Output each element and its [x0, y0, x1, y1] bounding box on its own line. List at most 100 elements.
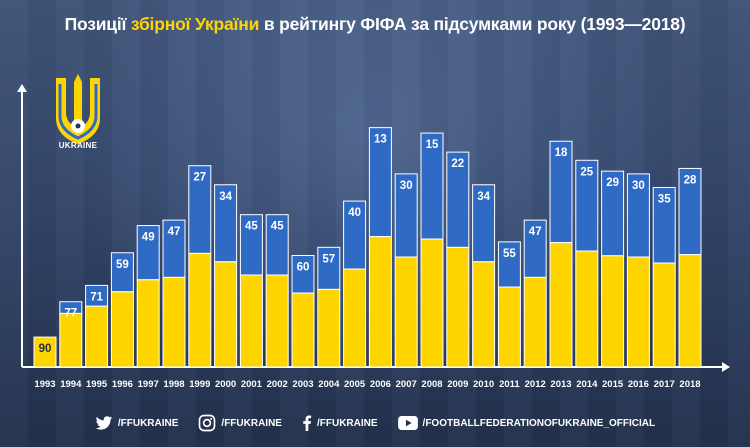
- bar-yellow-2018: [678, 254, 702, 368]
- bar-yellow-2005: [343, 268, 367, 368]
- data-label-1997: 49: [142, 232, 155, 244]
- data-label-2007: 30: [400, 180, 413, 192]
- x-tick-2009: 2009: [447, 379, 468, 390]
- data-label-2000: 34: [219, 191, 232, 203]
- x-tick-2001: 2001: [241, 379, 263, 390]
- data-label-1998: 47: [168, 226, 181, 238]
- twitter-icon: [95, 415, 113, 430]
- bar-yellow-2009: [446, 246, 470, 368]
- facebook-icon: [303, 415, 312, 431]
- x-tick-2011: 2011: [499, 379, 520, 390]
- bar-yellow-2007: [394, 256, 418, 368]
- page-title: Позиції збірної України в рейтингу ФІФА …: [0, 14, 750, 35]
- bar-yellow-2004: [317, 288, 341, 368]
- bar-yellow-2006: [368, 236, 392, 368]
- x-tick-1995: 1995: [86, 379, 108, 390]
- x-tick-2014: 2014: [576, 379, 598, 390]
- x-tick-1997: 1997: [138, 379, 159, 390]
- twitter-handle: /FFUKRAINE: [117, 417, 179, 429]
- x-tick-2006: 2006: [370, 379, 391, 390]
- data-label-2010: 34: [477, 191, 490, 203]
- bar-yellow-1994: [59, 312, 83, 368]
- title-highlight: збірної України: [130, 14, 260, 34]
- x-tick-2004: 2004: [318, 379, 340, 390]
- instagram-icon: [199, 414, 216, 432]
- data-label-2006: 13: [374, 134, 387, 146]
- x-tick-2017: 2017: [654, 379, 675, 390]
- x-tick-2015: 2015: [602, 379, 624, 390]
- bar-yellow-2016: [626, 256, 650, 368]
- title-prefix: Позиції: [64, 14, 127, 34]
- social-facebook[interactable]: /FFUKRAINE: [302, 415, 378, 431]
- data-label-2012: 47: [529, 226, 542, 238]
- data-label-2017: 35: [658, 193, 671, 205]
- x-tick-1993: 1993: [34, 379, 55, 390]
- x-tick-2016: 2016: [628, 379, 649, 390]
- x-tick-1998: 1998: [163, 379, 184, 390]
- social-footer: /FFUKRAINE /FFUKRAINE /FFUKRAINE /FOOTBA…: [0, 410, 750, 436]
- data-label-2013: 18: [555, 147, 568, 159]
- logo-text: UKRAINE: [58, 141, 98, 150]
- x-tick-1996: 1996: [112, 379, 133, 390]
- x-tick-2013: 2013: [550, 379, 571, 390]
- bar-yellow-2015: [601, 255, 625, 368]
- data-label-1995: 71: [90, 291, 103, 303]
- x-tick-2002: 2002: [267, 379, 288, 390]
- x-tick-1999: 1999: [189, 379, 210, 390]
- bar-yellow-1995: [85, 305, 109, 368]
- bar-yellow-2012: [523, 276, 547, 368]
- x-axis-arrow: [722, 362, 730, 372]
- data-label-2015: 29: [606, 177, 619, 189]
- social-youtube[interactable]: /FOOTBALLFEDERATIONOFUKRAINE_OFFICIAL: [397, 416, 656, 430]
- bar-yellow-2002: [265, 274, 289, 368]
- data-label-2003: 60: [297, 261, 310, 273]
- bar-yellow-2017: [652, 262, 676, 368]
- data-label-2008: 15: [426, 139, 439, 151]
- bar-yellow-2001: [239, 274, 263, 368]
- y-axis-arrow: [17, 84, 27, 92]
- x-tick-2018: 2018: [679, 379, 700, 390]
- x-tick-2012: 2012: [525, 379, 546, 390]
- social-instagram[interactable]: /FFUKRAINE: [198, 414, 282, 432]
- bar-yellow-2010: [472, 261, 496, 368]
- facebook-handle: /FFUKRAINE: [316, 417, 378, 429]
- bar-yellow-1996: [110, 291, 134, 368]
- data-label-2009: 22: [451, 158, 464, 170]
- bar-yellow-2013: [549, 242, 573, 368]
- data-label-1999: 27: [193, 172, 206, 184]
- bar-yellow-2011: [497, 286, 521, 368]
- instagram-handle: /FFUKRAINE: [221, 417, 282, 429]
- data-label-2004: 57: [322, 253, 335, 265]
- bar-yellow-1998: [162, 276, 186, 368]
- bar-yellow-1993: [33, 336, 57, 368]
- bar-yellow-2000: [214, 261, 238, 368]
- youtube-icon: [397, 416, 418, 430]
- ukraine-trident-icon: [56, 74, 100, 144]
- x-tick-2007: 2007: [396, 379, 417, 390]
- data-label-2002: 45: [271, 221, 284, 233]
- bar-yellow-2008: [420, 238, 444, 368]
- bar-yellow-2003: [291, 292, 315, 368]
- x-tick-2000: 2000: [215, 379, 236, 390]
- x-tick-2008: 2008: [421, 379, 442, 390]
- bar-yellow-1999: [188, 252, 212, 368]
- x-tick-1994: 1994: [60, 379, 82, 390]
- title-suffix: в рейтингу ФІФА за підсумками року (1993…: [263, 14, 686, 34]
- youtube-handle: /FOOTBALLFEDERATIONOFUKRAINE_OFFICIAL: [422, 417, 656, 429]
- social-twitter[interactable]: /FFUKRAINE: [95, 415, 179, 431]
- data-label-1996: 59: [116, 259, 129, 271]
- x-tick-2010: 2010: [473, 379, 494, 390]
- data-label-2001: 45: [245, 221, 258, 233]
- bar-yellow-1997: [136, 279, 160, 368]
- x-tick-2005: 2005: [344, 379, 366, 390]
- data-label-1994: 77: [64, 308, 77, 320]
- data-label-2014: 25: [580, 166, 593, 178]
- data-label-2011: 55: [503, 248, 516, 260]
- data-label-2018: 28: [684, 174, 697, 186]
- data-label-2016: 30: [632, 180, 645, 192]
- data-label-2005: 40: [348, 207, 361, 219]
- data-label-1993: 90: [39, 343, 52, 355]
- bar-yellow-2014: [575, 250, 599, 368]
- x-tick-2003: 2003: [292, 379, 313, 390]
